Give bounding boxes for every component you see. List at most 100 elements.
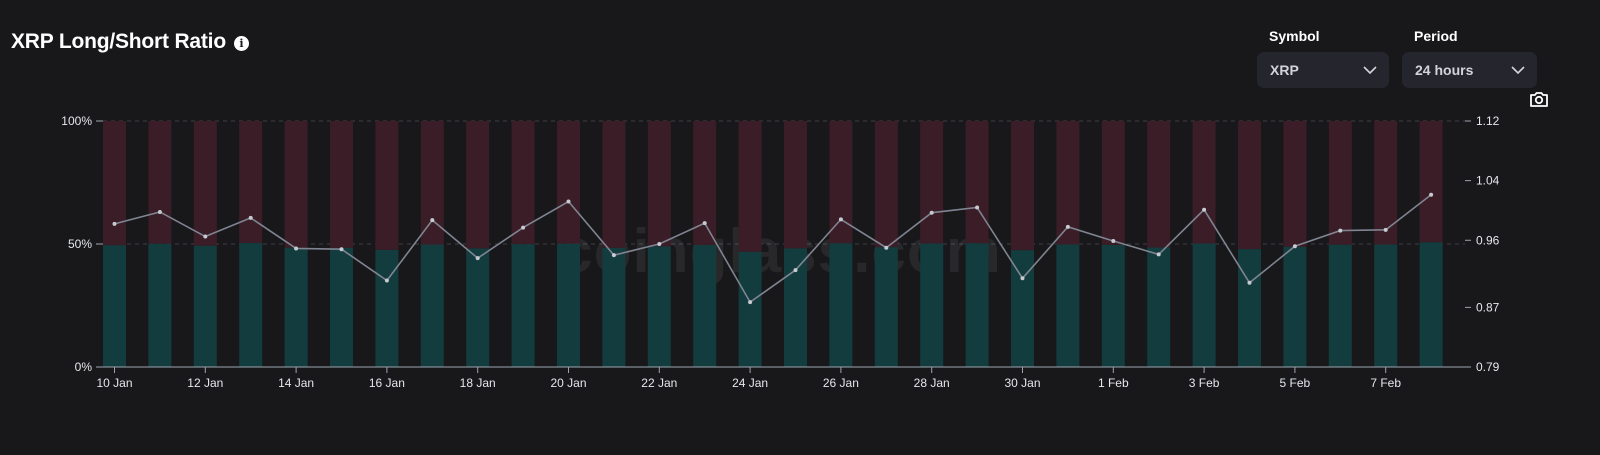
short-bar: [1374, 121, 1398, 245]
ratio-point: [702, 221, 707, 226]
x-tick-label: 22 Jan: [641, 376, 677, 390]
ratio-point: [929, 210, 934, 215]
short-bar: [965, 121, 989, 244]
axes: 0% 50% 100% 0.79 0.87 0.96 1.04 1.12 10 Jan 12 Ja…: [61, 114, 1499, 390]
ratio-point: [657, 242, 662, 246]
long-bar: [511, 244, 535, 367]
chart-header: XRP Long/Short Ratio i: [11, 30, 249, 54]
ratio-point: [294, 246, 299, 251]
short-bar: [874, 121, 898, 248]
ratio-point: [339, 247, 344, 252]
y-right-tick-label: 0.79: [1476, 360, 1500, 374]
ratio-point: [248, 215, 253, 220]
long-bar: [1101, 244, 1125, 367]
long-bar: [1238, 249, 1261, 367]
ratio-point: [1338, 228, 1343, 233]
long-bar: [693, 244, 717, 367]
short-bar: [466, 121, 490, 249]
ratio-point: [1065, 224, 1070, 229]
chevron-down-icon: [1511, 66, 1525, 75]
long-bar: [738, 251, 762, 367]
x-tick-label: 10 Jan: [96, 376, 132, 390]
x-tick-label: 26 Jan: [823, 376, 859, 390]
long-bar: [1328, 244, 1352, 367]
ratio-point: [566, 199, 571, 204]
short-bar: [1192, 121, 1216, 244]
short-bar: [103, 121, 126, 246]
ratio-point: [1202, 207, 1207, 212]
short-bar: [1147, 121, 1171, 248]
short-bar: [1056, 121, 1080, 245]
long-bar: [647, 246, 671, 367]
long-bar: [330, 247, 353, 367]
x-tick-label: 16 Jan: [369, 376, 405, 390]
y-right-tick-label: 0.96: [1476, 233, 1500, 247]
y-right-tick-label: 0.87: [1476, 300, 1500, 314]
period-select[interactable]: 24 hours: [1402, 52, 1537, 88]
short-bar: [829, 121, 853, 244]
long-bar: [557, 243, 580, 367]
x-tick-label: 28 Jan: [914, 376, 950, 390]
ratio-point: [203, 234, 208, 239]
long-bar: [602, 247, 626, 367]
y-right-tick-label: 1.04: [1476, 174, 1500, 188]
y-left-tick-label: 0%: [75, 360, 93, 374]
short-bar: [693, 121, 717, 245]
short-bar: [1419, 121, 1443, 243]
symbol-control: Symbol XRP: [1257, 28, 1389, 88]
ratio-point: [748, 300, 753, 305]
ratio-point: [838, 217, 843, 222]
symbol-label: Symbol: [1269, 28, 1320, 44]
short-bar: [1101, 121, 1125, 245]
x-tick-label: 12 Jan: [187, 376, 223, 390]
long-bar: [148, 243, 172, 367]
x-tick-label: 24 Jan: [732, 376, 768, 390]
ratio-point: [884, 245, 889, 250]
long-bar: [193, 245, 217, 367]
info-icon[interactable]: i: [233, 35, 249, 51]
short-bar: [738, 121, 762, 252]
ratio-point: [793, 268, 798, 273]
ratio-point: [1429, 192, 1434, 197]
long-bar: [965, 243, 989, 367]
short-bar: [239, 121, 263, 244]
ratio-line-series: [112, 192, 1434, 305]
ratio-point: [112, 221, 117, 226]
ratio-point: [1247, 280, 1252, 285]
ratio-point: [1111, 239, 1116, 244]
x-tick-label: 14 Jan: [278, 376, 314, 390]
x-tick-label: 18 Jan: [460, 376, 496, 390]
x-tick-label: 20 Jan: [550, 376, 586, 390]
camera-icon[interactable]: [1529, 90, 1549, 108]
long-bar: [1419, 242, 1443, 367]
bars: [103, 121, 1443, 367]
x-tick-label: 1 Feb: [1098, 376, 1129, 390]
long-bar: [1192, 243, 1216, 367]
short-bar: [375, 121, 399, 250]
ratio-point: [430, 218, 435, 223]
long-bar: [1283, 246, 1307, 367]
short-bar: [511, 121, 535, 245]
short-bar: [193, 121, 217, 246]
ratio-point: [157, 209, 162, 214]
short-bar: [602, 121, 626, 248]
short-bar: [1011, 121, 1034, 251]
long-bar: [284, 247, 308, 367]
symbol-select[interactable]: XRP: [1257, 52, 1389, 88]
long-bar: [103, 245, 126, 367]
long-bar: [1011, 250, 1034, 367]
symbol-value: XRP: [1270, 62, 1299, 78]
ratio-point: [975, 205, 980, 210]
long-bar: [1056, 244, 1080, 367]
y-left-tick-label: 50%: [68, 237, 92, 251]
long-bar: [375, 249, 399, 367]
period-label: Period: [1414, 28, 1458, 44]
period-control: Period 24 hours: [1402, 28, 1537, 88]
x-tick-label: 5 Feb: [1280, 376, 1311, 390]
x-tick-label: 30 Jan: [1004, 376, 1040, 390]
ratio-line: [114, 194, 1432, 304]
long-bar: [784, 248, 807, 367]
long-bar: [1374, 244, 1398, 367]
x-tick-label: 7 Feb: [1370, 376, 1401, 390]
